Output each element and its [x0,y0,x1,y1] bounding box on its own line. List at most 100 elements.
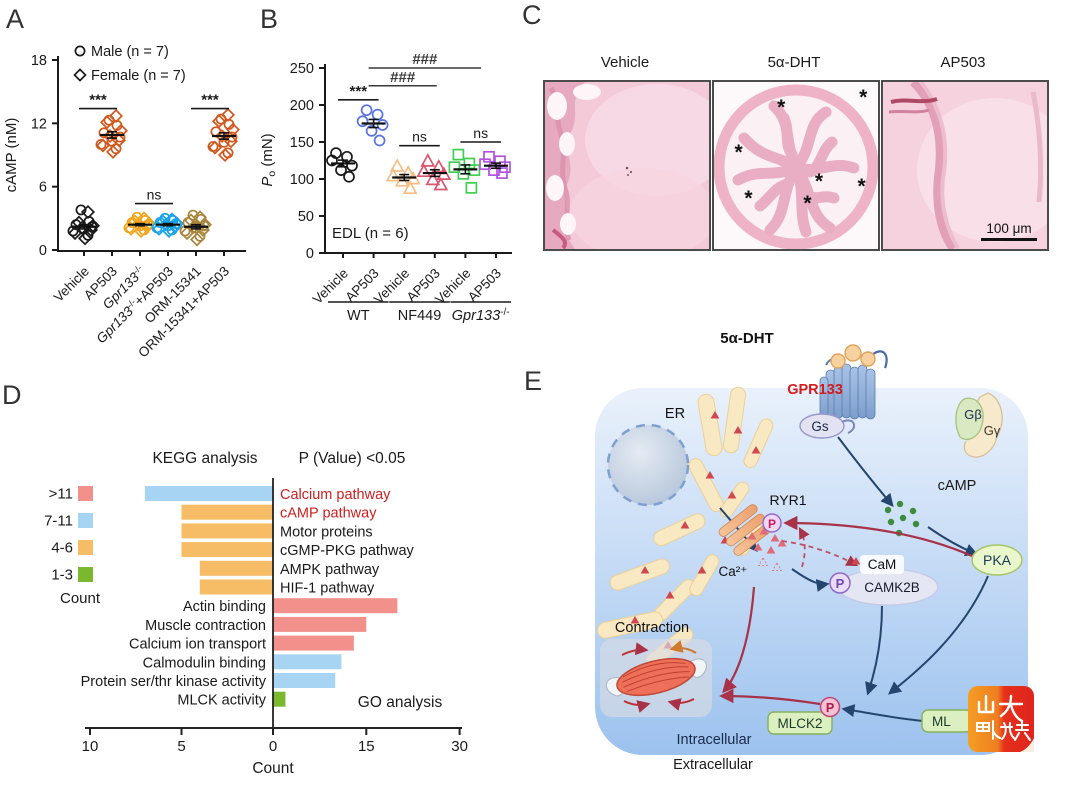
dashed-feedback-arrows [781,526,859,568]
go-bar-label: Muscle contraction [145,618,266,634]
kegg-bar-label: HIF-1 pathway [280,581,375,597]
kegg-bar-label: AMPK pathway [280,562,380,578]
receptor-label: GPR133 [787,382,843,398]
svg-text:50: 50 [298,209,314,225]
data-point [335,164,347,176]
pka-label: PKA [983,552,1012,568]
go-bar [273,598,398,614]
data-point [105,144,121,159]
legend-label: 4-6 [51,540,73,557]
kegg-title: KEGG analysis [152,450,257,467]
scale-bar-line [981,238,1037,241]
data-point [431,158,447,173]
data-point [189,232,205,247]
svg-text:P: P [836,576,845,591]
tissue-section-ap503 [883,82,1047,249]
go-bar [273,691,286,707]
extracellular-label: Extracellular [673,757,753,773]
kegg-bar [199,579,273,595]
kegg-bar [144,486,273,501]
data-point [341,150,353,163]
significance-text: ### [412,51,438,68]
pka-icon [971,544,1023,576]
kegg-bar-label: cAMP pathway [280,506,377,522]
svg-text:0: 0 [269,738,277,755]
data-point [496,167,508,179]
ca-label: Ca²⁺ [719,564,748,579]
phospho-badge-camk2b: P [829,572,851,594]
svg-text:P: P [768,517,776,531]
legend-swatch [78,513,93,528]
data-point [98,127,110,139]
gbeta-label: Gβ [964,407,982,422]
data-point [214,128,230,144]
histology-title-ap503: AP503 [940,54,986,71]
go-bar [273,673,336,688]
legend-male-label: Male (n = 7) [91,44,169,60]
phospho-badge-mlck2: P [819,696,841,718]
svg-text:12: 12 [31,116,47,132]
data-point [402,180,418,195]
ligand-label: 5α-DHT [720,330,773,347]
kegg-bar [199,560,273,576]
y-axis-label: cAMP (nM) [3,118,20,193]
data-point [343,170,355,183]
significance-text: ns [412,129,427,145]
data-point [433,176,449,191]
panel-c-label: C [522,0,542,30]
category-label: Gpr133-/- [452,307,510,324]
go-bar-label: Calcium ion transport [129,637,266,653]
fold-asterisk: * [734,141,743,165]
kegg-bar-label: cGMP-PKG pathway [280,543,415,559]
svg-text:150: 150 [290,135,314,151]
data-point [376,119,389,131]
data-point [197,217,213,232]
er-label: ER [665,406,685,422]
histology-image-ap503: 100 μm [881,80,1049,251]
kegg-bar-label: Motor proteins [280,524,373,540]
muscle-icon [605,640,707,713]
scale-bar-text: 100 μm [986,221,1032,236]
fold-asterisk: * [744,186,753,210]
fold-asterisk: * [859,86,868,110]
legend-swatch [78,486,93,501]
svg-text:0: 0 [39,243,47,259]
data-point [133,223,149,239]
svg-text:15: 15 [358,738,375,755]
fold-asterisk: * [777,96,786,120]
intracellular-label: Intracellular [677,732,752,748]
data-point [207,140,223,155]
mlck2-badge [767,711,833,735]
ligand-icon [830,344,876,369]
x-axis-label: Count [252,760,294,777]
svg-text:0: 0 [306,246,314,262]
data-point [479,158,491,171]
data-point [211,114,227,129]
svg-text:10: 10 [82,738,99,755]
histology-title-vehicle: Vehicle [600,54,650,71]
fold-asterisk: * [857,174,866,198]
data-point [217,147,233,163]
go-bar-label: Protein ser/thr kinase activity [81,674,267,690]
pvalue-title: P (Value) <0.05 [299,450,406,467]
significance-text: ### [390,69,416,86]
histology-image-vehicle [543,80,711,251]
go-bar-label: MLCK activity [177,693,266,709]
legend-female-marker [73,68,87,82]
kegg-bar [181,542,273,558]
tissue-section-vehicle [545,82,709,249]
data-point [448,161,461,174]
data-point [420,153,436,167]
er-calcium-dots [630,411,761,649]
camp-label: cAMP [938,478,977,494]
legend-male-marker [74,45,86,57]
ml-label: ML [932,714,951,729]
tissue-section-dht [714,82,878,249]
gs-protein-icon [799,413,845,439]
data-point [161,223,177,239]
panel-d-label: D [2,380,22,410]
go-bar [273,635,354,651]
cam-label: CaM [868,557,897,572]
